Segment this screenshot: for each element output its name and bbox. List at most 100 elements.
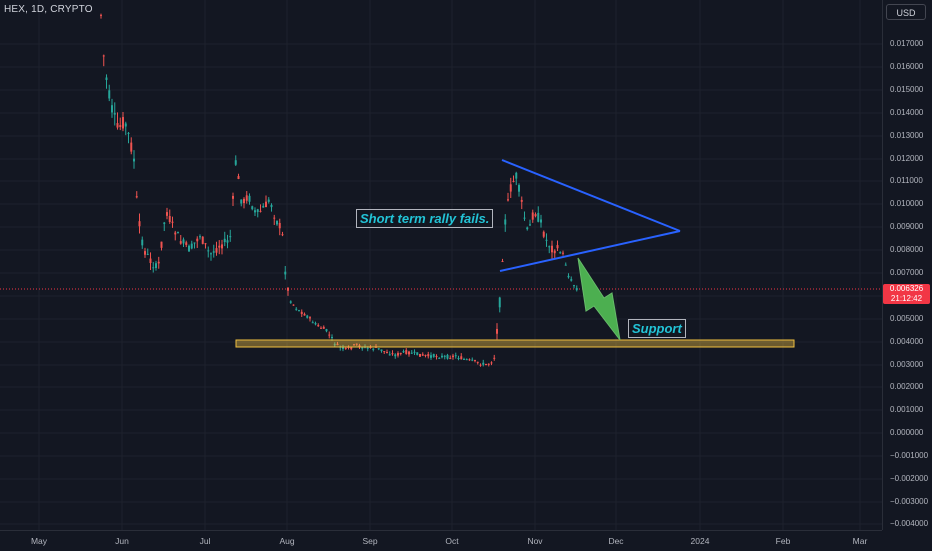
candle-body [523,217,526,219]
candle-body [446,354,449,359]
candle-body [443,355,446,357]
candle-body [193,242,196,244]
candle-body [256,209,259,213]
time-tick-label: Oct [445,536,459,546]
price-tick-label: 0.002000 [890,382,924,391]
candle-body [232,195,234,199]
candle-body [155,263,157,268]
currency-button[interactable]: USD [886,4,926,20]
candle-body [468,359,471,361]
candle-body [111,105,113,113]
price-tick-label: 0.013000 [890,131,924,140]
candle-body [138,221,141,227]
candle-body [512,180,515,182]
price-chart[interactable] [0,0,882,530]
candle-body [212,251,215,253]
candle-body [386,352,388,354]
candle-body [157,261,160,264]
price-axis[interactable] [882,0,932,530]
candle-body [240,199,243,204]
price-tick-label: −0.003000 [890,497,929,506]
triangle-lower-line [499,230,681,272]
candle-body [465,359,468,361]
candle-body [309,317,311,319]
price-tick-label: 0.014000 [890,108,924,117]
candle-body [265,201,267,208]
candle-body [463,358,465,360]
candle-body [485,363,487,365]
candle-body [245,195,248,201]
price-tick-label: 0.017000 [890,39,924,48]
candle-body [355,343,358,345]
candle-body [361,347,364,349]
candle-body [526,227,529,230]
time-tick-label: Sep [362,536,378,546]
candle-body [146,253,149,255]
time-axis[interactable] [0,530,882,551]
candle-body [314,323,317,325]
rally-annotation[interactable]: Short term rally fails. [356,209,494,228]
price-tick-label: −0.002000 [890,474,929,483]
candle-body [534,214,537,217]
candle-body [336,343,339,345]
candle-body [479,364,482,366]
price-tick-label: −0.004000 [890,519,929,528]
candle-body [509,184,512,192]
support-annotation[interactable]: Support [628,319,686,338]
time-tick-label: Jun [115,536,129,546]
time-tick-label: Dec [608,536,624,546]
candle-body [454,355,457,357]
candle-body [427,354,430,357]
candle-body [234,160,237,165]
candle-body [144,251,146,255]
candle-body [300,311,303,315]
price-tick-label: 0.004000 [890,337,924,346]
candle-body [575,288,578,291]
price-tick-label: 0.005000 [890,314,924,323]
candle-body [353,344,355,346]
candle-body [333,344,336,346]
candle-body [113,112,116,115]
candle-body [292,304,295,306]
candle-body [457,357,460,359]
candle-body [416,352,419,355]
candle-body [391,353,394,355]
candle-body [119,125,122,127]
candle-body [441,355,443,358]
candle-body [130,142,133,152]
candle-body [460,356,463,360]
candle-body [419,353,421,357]
candle-body [435,356,438,358]
candle-body [358,345,361,348]
candle-body [410,352,413,354]
candle-body [306,315,309,318]
candle-body [182,239,185,244]
chart-area[interactable]: HEX, 1D, CRYPTO Short term rally fails. … [0,0,882,530]
candle-body [482,362,485,365]
candle-body [573,285,575,287]
candle-body [243,198,245,204]
candle-body [556,245,559,249]
candle-body [188,245,190,252]
candle-body [100,14,102,16]
candle-body [295,308,298,310]
candle-body [331,337,333,339]
candle-body [152,267,155,269]
price-tick-label: 0.000000 [890,428,924,437]
candle-body [289,301,292,303]
price-tick-label: 0.012000 [890,154,924,163]
candle-body [531,212,534,220]
price-tick-label: 0.001000 [890,405,924,414]
candle-body [276,220,278,225]
candle-body [127,132,130,134]
candle-body [490,362,493,364]
candle-body [471,359,474,361]
candle-body [174,232,177,235]
candle-body [438,357,441,359]
candle-body [380,349,383,352]
candle-body [210,253,212,255]
candle-body [273,217,276,219]
candle-body [515,172,518,179]
candle-body [166,212,168,216]
candle-body [399,352,402,355]
